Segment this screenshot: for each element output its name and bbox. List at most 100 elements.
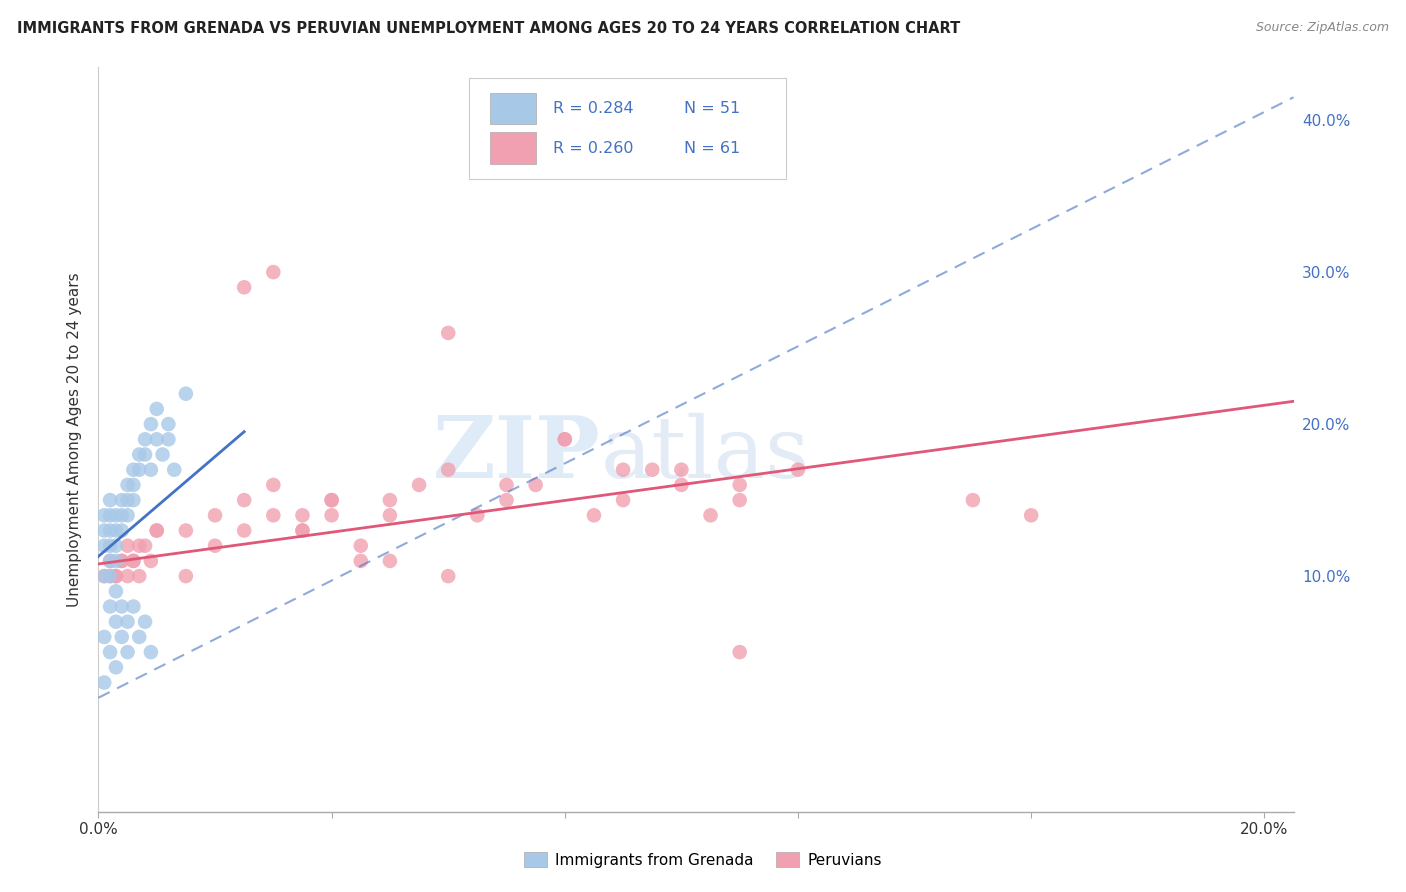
Text: Source: ZipAtlas.com: Source: ZipAtlas.com: [1256, 21, 1389, 35]
Point: [117, 615, 139, 629]
Point: [111, 630, 134, 644]
Point: [134, 448, 156, 462]
Point: [174, 569, 197, 583]
Point: [291, 524, 314, 538]
Point: [93, 569, 115, 583]
Point: [111, 524, 134, 538]
Point: [612, 493, 634, 508]
Point: [408, 478, 430, 492]
Point: [612, 463, 634, 477]
Point: [728, 478, 751, 492]
Point: [122, 463, 145, 477]
Point: [122, 554, 145, 568]
Point: [93, 675, 115, 690]
Point: [262, 478, 284, 492]
Legend: Immigrants from Grenada, Peruvians: Immigrants from Grenada, Peruvians: [519, 846, 887, 873]
Point: [134, 432, 156, 446]
Point: [117, 539, 139, 553]
Point: [139, 645, 162, 659]
Point: [134, 615, 156, 629]
Point: [122, 554, 145, 568]
Point: [321, 493, 343, 508]
Point: [104, 508, 127, 523]
Point: [174, 524, 197, 538]
Point: [139, 463, 162, 477]
Point: [262, 508, 284, 523]
FancyBboxPatch shape: [470, 78, 786, 178]
Point: [582, 508, 605, 523]
Point: [437, 463, 460, 477]
Point: [104, 524, 127, 538]
Point: [262, 265, 284, 279]
Point: [93, 508, 115, 523]
Point: [104, 584, 127, 599]
Point: [174, 386, 197, 401]
Point: [93, 524, 115, 538]
Point: [122, 493, 145, 508]
Text: R = 0.260: R = 0.260: [553, 141, 633, 155]
Point: [671, 463, 693, 477]
Point: [233, 524, 256, 538]
Point: [554, 432, 576, 446]
Point: [98, 569, 121, 583]
Point: [117, 569, 139, 583]
Point: [145, 524, 167, 538]
Point: [117, 508, 139, 523]
Point: [104, 569, 127, 583]
Point: [233, 280, 256, 294]
Point: [128, 539, 150, 553]
Point: [111, 508, 134, 523]
Y-axis label: Unemployment Among Ages 20 to 24 years: Unemployment Among Ages 20 to 24 years: [66, 272, 82, 607]
Point: [98, 554, 121, 568]
Point: [139, 554, 162, 568]
Point: [321, 508, 343, 523]
Point: [378, 493, 401, 508]
Point: [117, 478, 139, 492]
Point: [104, 554, 127, 568]
Point: [291, 508, 314, 523]
Point: [117, 493, 139, 508]
Point: [467, 508, 489, 523]
Point: [111, 554, 134, 568]
Point: [134, 539, 156, 553]
Point: [699, 508, 721, 523]
Point: [437, 326, 460, 340]
Point: [145, 401, 167, 416]
Point: [378, 508, 401, 523]
Point: [145, 432, 167, 446]
Point: [145, 524, 167, 538]
Point: [437, 569, 460, 583]
Point: [128, 569, 150, 583]
Point: [128, 630, 150, 644]
Point: [204, 539, 226, 553]
Point: [962, 493, 984, 508]
Text: N = 51: N = 51: [685, 101, 741, 116]
Point: [728, 493, 751, 508]
Point: [378, 554, 401, 568]
Point: [111, 599, 134, 614]
Point: [122, 599, 145, 614]
Point: [98, 539, 121, 553]
Point: [104, 660, 127, 674]
Point: [163, 463, 186, 477]
Point: [157, 417, 180, 431]
Point: [122, 478, 145, 492]
Point: [728, 645, 751, 659]
Point: [98, 645, 121, 659]
Point: [157, 432, 180, 446]
Point: [98, 554, 121, 568]
Point: [98, 569, 121, 583]
Point: [787, 463, 810, 477]
Text: IMMIGRANTS FROM GRENADA VS PERUVIAN UNEMPLOYMENT AMONG AGES 20 TO 24 YEARS CORRE: IMMIGRANTS FROM GRENADA VS PERUVIAN UNEM…: [17, 21, 960, 37]
Point: [204, 508, 226, 523]
Point: [98, 493, 121, 508]
Point: [554, 432, 576, 446]
Point: [117, 645, 139, 659]
Point: [641, 463, 664, 477]
Point: [93, 630, 115, 644]
Point: [524, 478, 547, 492]
Point: [152, 448, 174, 462]
Point: [671, 478, 693, 492]
Point: [104, 539, 127, 553]
Point: [1019, 508, 1042, 523]
